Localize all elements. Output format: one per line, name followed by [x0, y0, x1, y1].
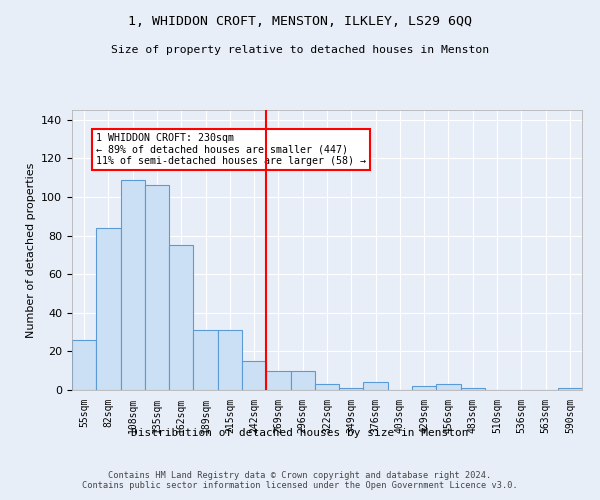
Bar [72, 340, 96, 390]
Bar [461, 388, 485, 390]
Bar [218, 330, 242, 390]
Text: 1, WHIDDON CROFT, MENSTON, ILKLEY, LS29 6QQ: 1, WHIDDON CROFT, MENSTON, ILKLEY, LS29 … [128, 15, 472, 28]
Bar [315, 384, 339, 390]
Bar [169, 245, 193, 390]
Text: Contains HM Land Registry data © Crown copyright and database right 2024.
Contai: Contains HM Land Registry data © Crown c… [82, 470, 518, 490]
Y-axis label: Number of detached properties: Number of detached properties [26, 162, 35, 338]
Bar [96, 228, 121, 390]
Text: 1 WHIDDON CROFT: 230sqm
← 89% of detached houses are smaller (447)
11% of semi-d: 1 WHIDDON CROFT: 230sqm ← 89% of detache… [96, 133, 366, 166]
Bar [412, 386, 436, 390]
Bar [436, 384, 461, 390]
Bar [339, 388, 364, 390]
Bar [145, 186, 169, 390]
Bar [558, 388, 582, 390]
Text: Size of property relative to detached houses in Menston: Size of property relative to detached ho… [111, 45, 489, 55]
Text: Distribution of detached houses by size in Menston: Distribution of detached houses by size … [131, 428, 469, 438]
Bar [266, 370, 290, 390]
Bar [364, 382, 388, 390]
Bar [242, 361, 266, 390]
Bar [121, 180, 145, 390]
Bar [193, 330, 218, 390]
Bar [290, 370, 315, 390]
